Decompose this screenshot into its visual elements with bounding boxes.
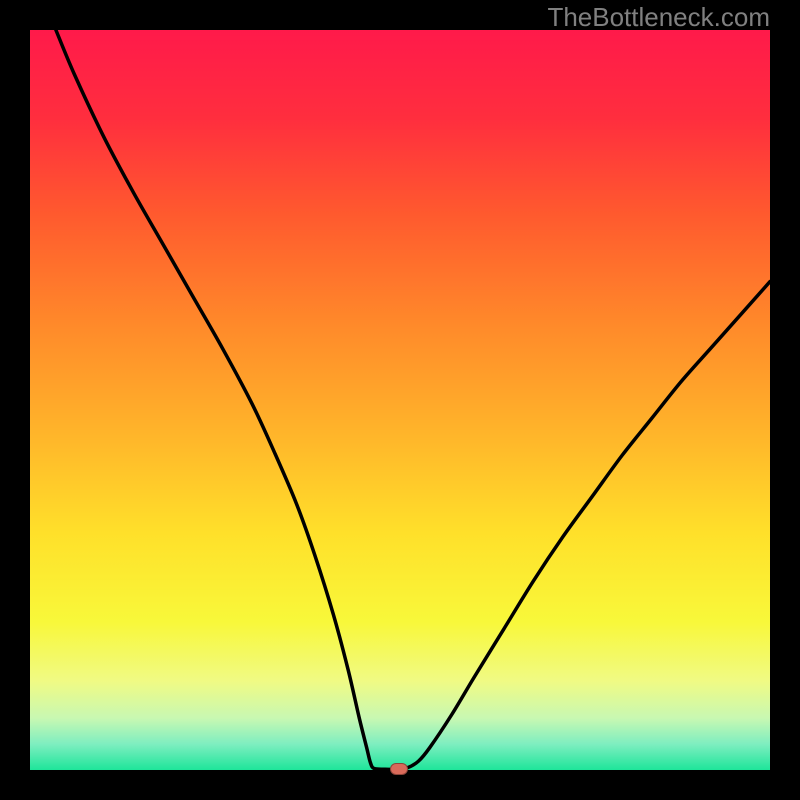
watermark-text: TheBottleneck.com bbox=[547, 2, 770, 33]
border-left bbox=[0, 0, 30, 800]
chart-frame: TheBottleneck.com bbox=[0, 0, 800, 800]
optimal-point-marker bbox=[390, 763, 408, 775]
border-right bbox=[770, 0, 800, 800]
bottleneck-gradient-background bbox=[30, 30, 770, 770]
